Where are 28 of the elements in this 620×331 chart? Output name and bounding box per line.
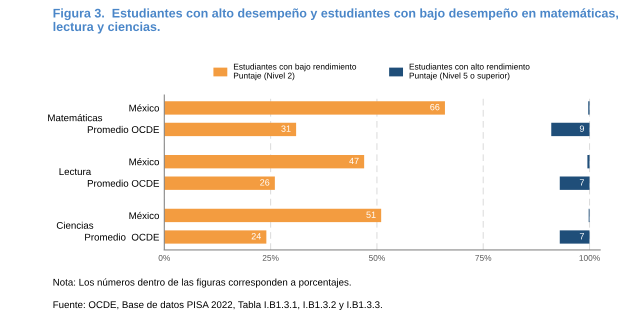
legend-label: Estudiantes con alto rendimiento Puntaje (Nivel 5 o superior): [410, 63, 530, 80]
y-tick-label: México: [129, 104, 160, 112]
x-tick-label: 100%: [580, 254, 600, 261]
legend-label: Estudiantes con bajo rendimiento Puntaje (Nivel 2): [234, 63, 356, 80]
data-label: 47: [349, 158, 359, 164]
y-tick-label: Promedio OCDE: [88, 126, 160, 134]
x-tick-label: 50%: [368, 254, 385, 261]
data-label: 7: [580, 179, 584, 186]
data-label: 9: [580, 125, 584, 132]
text: Ciencias: [56, 222, 94, 229]
y-tick-label: Promedio OCDE: [85, 233, 160, 241]
source-note: Fuente: OCDE, Base de datos PISA 2022, Tabla I.B1.3.1, I.B1.3.2 y I.B1.3.3.: [54, 300, 382, 310]
x-tick-label: 75%: [475, 255, 492, 261]
x-tick-label: 0%: [158, 254, 170, 261]
data-label: 31: [281, 125, 291, 132]
data-label: 26: [260, 179, 270, 186]
text: Nota: Los números dentro de las figuras corresponden a porcentajes.: [54, 278, 351, 288]
y-tick-label: Promedio OCDE: [88, 180, 160, 187]
data-label: 7: [580, 233, 584, 240]
data-label: 66: [430, 104, 440, 110]
data-label: 24: [252, 233, 261, 240]
y-tick-label: México: [129, 212, 160, 220]
data-label: 51: [366, 212, 376, 218]
chart-title: Figura 3. Estudiantes con alto desempeño y estudiantes con bajo desempeño en matemáticas, lectura y ciencias.: [54, 8, 618, 34]
text: Matemáticas: [48, 114, 102, 122]
text: Lectura: [60, 168, 92, 176]
x-tick-label: 25%: [262, 254, 279, 261]
y-tick-label: México: [129, 158, 160, 166]
